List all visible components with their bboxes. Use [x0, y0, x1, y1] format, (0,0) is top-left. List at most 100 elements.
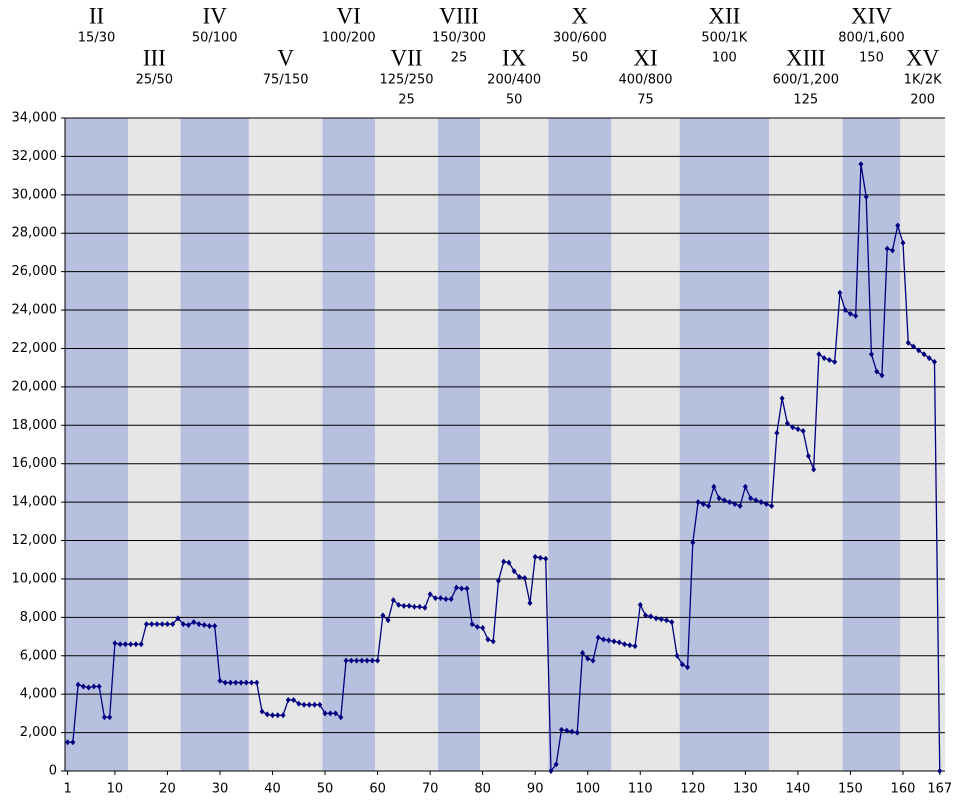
level-blinds: 1K/2K	[904, 73, 942, 88]
point	[191, 619, 197, 626]
point	[690, 539, 696, 546]
point	[495, 577, 501, 584]
point	[469, 621, 475, 628]
y-tick-label: 6,000	[20, 648, 57, 663]
point	[811, 466, 817, 473]
level-ante: 50	[506, 93, 523, 108]
point	[133, 641, 139, 648]
point	[695, 499, 701, 506]
point	[107, 714, 113, 721]
level-name: III	[143, 45, 166, 70]
level-band	[679, 118, 769, 771]
point	[884, 245, 890, 252]
point	[222, 679, 228, 686]
point	[895, 222, 901, 229]
point	[233, 679, 239, 686]
point	[579, 649, 585, 656]
point	[306, 701, 312, 708]
point	[658, 616, 664, 623]
point	[112, 640, 118, 647]
point	[327, 710, 333, 717]
point	[459, 585, 465, 592]
y-tick-label: 32,000	[12, 149, 58, 164]
point	[149, 621, 155, 628]
point	[86, 684, 92, 691]
point	[390, 597, 396, 604]
level-name: VI	[337, 3, 361, 28]
point	[606, 637, 612, 644]
point	[417, 603, 423, 610]
point	[669, 619, 675, 626]
y-tick-label: 0	[49, 764, 57, 779]
point	[821, 355, 827, 362]
point	[937, 768, 943, 774]
point	[212, 622, 218, 629]
point	[548, 768, 554, 774]
point	[522, 574, 528, 581]
y-tick-label: 26,000	[12, 264, 58, 279]
y-tick-label: 4,000	[20, 687, 57, 702]
point	[685, 664, 691, 671]
point	[170, 621, 176, 628]
level-blinds: 100/200	[322, 31, 376, 46]
level-name: II	[89, 3, 104, 28]
point	[280, 712, 286, 719]
level-ante: 75	[637, 93, 654, 108]
point	[574, 729, 580, 736]
point	[889, 247, 895, 254]
point	[569, 728, 575, 735]
point	[643, 612, 649, 619]
point	[485, 636, 491, 643]
level-name: XV	[906, 45, 940, 70]
point	[601, 636, 607, 643]
y-tick-label: 24,000	[12, 303, 58, 318]
point	[301, 701, 307, 708]
point	[784, 420, 790, 427]
y-tick-label: 14,000	[12, 495, 58, 510]
y-tick-label: 34,000	[12, 111, 58, 126]
level-blinds: 300/600	[553, 31, 607, 46]
x-tick-label: 50	[317, 782, 334, 797]
point	[333, 710, 339, 717]
level-name: XIII	[786, 45, 826, 70]
level-blinds: 150/300	[432, 31, 486, 46]
point	[101, 714, 107, 721]
level-band	[65, 118, 129, 771]
point	[842, 307, 848, 314]
point	[285, 696, 291, 703]
level-name: X	[572, 3, 589, 28]
point	[910, 343, 916, 350]
point	[401, 602, 407, 609]
point	[453, 584, 459, 591]
point	[879, 372, 885, 379]
level-name: VIII	[439, 3, 479, 28]
x-tick-label: 1	[63, 782, 71, 797]
point	[65, 739, 71, 746]
y-tick-label: 8,000	[20, 610, 57, 625]
point	[196, 621, 202, 628]
level-name: VII	[391, 45, 423, 70]
point	[769, 502, 775, 509]
point	[227, 679, 233, 686]
x-tick-label: 130	[733, 782, 758, 797]
point	[816, 351, 822, 358]
point	[506, 559, 512, 566]
level-ante: 125	[793, 93, 818, 108]
x-tick-label: 160	[891, 782, 916, 797]
level-blinds: 25/50	[136, 73, 173, 88]
point	[653, 615, 659, 622]
level-blinds: 75/150	[263, 73, 309, 88]
point	[217, 677, 223, 684]
point	[732, 501, 738, 508]
level-blinds: 600/1,200	[773, 73, 839, 88]
level-band	[548, 118, 612, 771]
point	[632, 643, 638, 650]
point	[847, 310, 853, 317]
point	[826, 356, 832, 363]
point	[159, 621, 165, 628]
level-ante: 50	[572, 51, 589, 66]
point	[721, 497, 727, 504]
point	[364, 657, 370, 664]
point	[800, 428, 806, 435]
